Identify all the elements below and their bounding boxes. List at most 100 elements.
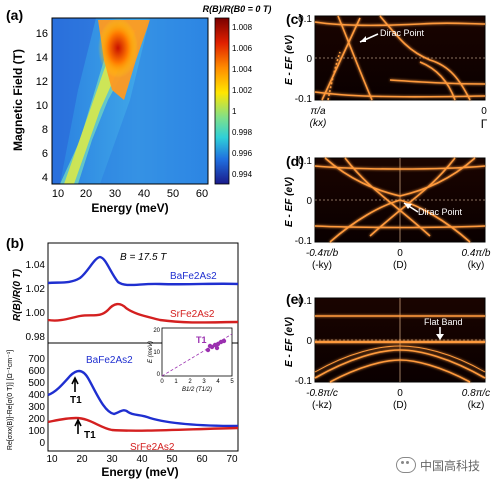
panel-a-ylabel: Magnetic Field (T) bbox=[11, 49, 25, 151]
inset-points bbox=[205, 338, 227, 353]
inset-point bbox=[214, 345, 220, 351]
colorbar-tick: 0.996 bbox=[232, 149, 253, 158]
xtick: 30 bbox=[109, 188, 121, 200]
panel-d-xright: 0.4π/b bbox=[462, 248, 491, 259]
ytick: 1.02 bbox=[26, 284, 46, 295]
colorbar-tick: 0.994 bbox=[232, 170, 253, 179]
ytick: -0.1 bbox=[295, 94, 313, 105]
xtick: 70 bbox=[226, 454, 238, 465]
ytick: 200 bbox=[28, 414, 45, 425]
ytick: 1.00 bbox=[26, 308, 46, 319]
ytick: 0.1 bbox=[298, 14, 312, 25]
band bbox=[314, 21, 486, 27]
ytick: 0 bbox=[306, 336, 312, 347]
bands-d bbox=[314, 157, 486, 243]
xtick: 10 bbox=[52, 188, 64, 200]
panel-c-xright-sub: Γ bbox=[481, 117, 488, 131]
panel-c-ylabel: E - EF (eV) bbox=[284, 34, 295, 85]
ytick: 6 bbox=[42, 148, 48, 160]
colorbar-tick: 1.006 bbox=[232, 44, 253, 53]
ytick: 600 bbox=[28, 366, 45, 377]
panel-b-inset: T1 20 10 0 E (meV) 0 1 2 3 4 5 B1/2 (T1/… bbox=[148, 327, 234, 393]
colorbar-tick: 1.004 bbox=[232, 65, 253, 74]
watermark: 中国高科技 bbox=[396, 454, 496, 476]
band bbox=[314, 349, 486, 379]
panel-b-label: (b) bbox=[6, 235, 24, 251]
panel-d-xmid-sub: (D) bbox=[393, 260, 407, 271]
inset-xticks: 0 1 2 3 4 5 bbox=[160, 379, 234, 385]
heatmap-right-region bbox=[100, 18, 208, 184]
panel-b-xticks: 10 20 30 40 50 60 70 bbox=[46, 454, 238, 465]
panel-d-xleft: -0.4π/b bbox=[306, 248, 339, 259]
panel-e-xmid: 0 bbox=[397, 388, 403, 399]
panel-c-label: (c) bbox=[286, 11, 303, 27]
inset-point bbox=[205, 347, 211, 353]
panel-c-yticks: 0.1 0 -0.1 bbox=[295, 14, 313, 105]
xtick: 60 bbox=[196, 188, 208, 200]
band bbox=[389, 79, 486, 85]
dirac-arrowhead-c bbox=[360, 36, 366, 42]
series-ba-top: BaFe2As2 bbox=[170, 271, 217, 282]
panel-b-top-ylabel: R(B)/R(0 T) bbox=[12, 268, 23, 321]
panel-d-xmid: 0 bbox=[397, 248, 403, 259]
inset-fit-line bbox=[161, 333, 233, 377]
heatmap-low-region bbox=[52, 18, 96, 184]
colorbar bbox=[214, 17, 230, 185]
watermark-text: 中国高科技 bbox=[420, 458, 481, 473]
panel-c-xleft-sub: (kx) bbox=[310, 118, 327, 129]
sr-conductivity-curve bbox=[47, 416, 239, 432]
xtick: 40 bbox=[136, 454, 148, 465]
ba-resistance-curve bbox=[47, 255, 239, 287]
band bbox=[314, 165, 486, 170]
ytick: 100 bbox=[28, 426, 45, 437]
panel-e-xright-sub: (kz) bbox=[468, 400, 485, 411]
ytick: -0.1 bbox=[295, 376, 313, 387]
panel-a-xticks: 10 20 30 40 50 60 bbox=[52, 188, 208, 200]
panel-d-xleft-sub: (-ky) bbox=[312, 260, 332, 271]
panel-e-xmid-sub: (D) bbox=[393, 400, 407, 411]
ytick: 16 bbox=[36, 28, 48, 40]
panel-d-label: (d) bbox=[286, 153, 304, 169]
ytick: 20 bbox=[153, 328, 160, 334]
xtick: 5 bbox=[230, 379, 234, 385]
inset-frame bbox=[161, 327, 233, 377]
ytick: 4 bbox=[42, 172, 48, 184]
inset-xlabel: B1/2 (T1/2) bbox=[182, 387, 212, 393]
dirac-arrowhead-d bbox=[404, 203, 412, 209]
panel-a-frame bbox=[51, 17, 209, 185]
panel-e-xright: 0.8π/c bbox=[462, 388, 490, 399]
band bbox=[329, 199, 471, 243]
panel-d-yticks: 0.1 0 -0.1 bbox=[295, 156, 313, 247]
panel-e-xleft-sub: (-kz) bbox=[312, 400, 332, 411]
colorbar-tick: 1.008 bbox=[232, 23, 253, 32]
flatband-arrowhead-e bbox=[436, 334, 444, 340]
sr-resistance-curve bbox=[47, 302, 239, 324]
ytick: 12 bbox=[36, 76, 48, 88]
xtick: 40 bbox=[138, 188, 150, 200]
panel-a-label: (a) bbox=[6, 7, 23, 23]
inset-label: T1 bbox=[196, 335, 207, 345]
panel-e-label: (e) bbox=[286, 291, 303, 307]
ytick: 0 bbox=[157, 372, 161, 378]
panel-e-yticks: 0.1 0 -0.1 bbox=[295, 296, 313, 387]
t1-label-sr: T1 bbox=[84, 430, 96, 441]
ytick: 14 bbox=[36, 52, 48, 64]
band bbox=[369, 157, 456, 237]
panel-d-xright-sub: (ky) bbox=[468, 260, 485, 271]
ba-conductivity-curve bbox=[47, 369, 239, 428]
band bbox=[314, 91, 486, 98]
band bbox=[314, 225, 486, 229]
ytick: 10 bbox=[153, 350, 160, 356]
panel-b-xlabel: Energy (meV) bbox=[101, 465, 178, 479]
xtick: 1 bbox=[174, 379, 178, 385]
band bbox=[344, 157, 431, 237]
inset-point bbox=[221, 338, 227, 344]
t1-arrow-sr bbox=[74, 418, 82, 434]
band bbox=[324, 157, 476, 197]
panel-c: (c) Dirac Point 0.1 0 -0.1 E - EF (eV) π… bbox=[284, 11, 488, 131]
series-sr-top: SrFe2As2 bbox=[170, 309, 215, 320]
t1-label-ba: T1 bbox=[70, 395, 82, 406]
heatmap-red-peak bbox=[98, 18, 138, 78]
panel-a-xlabel: Energy (meV) bbox=[91, 201, 168, 215]
